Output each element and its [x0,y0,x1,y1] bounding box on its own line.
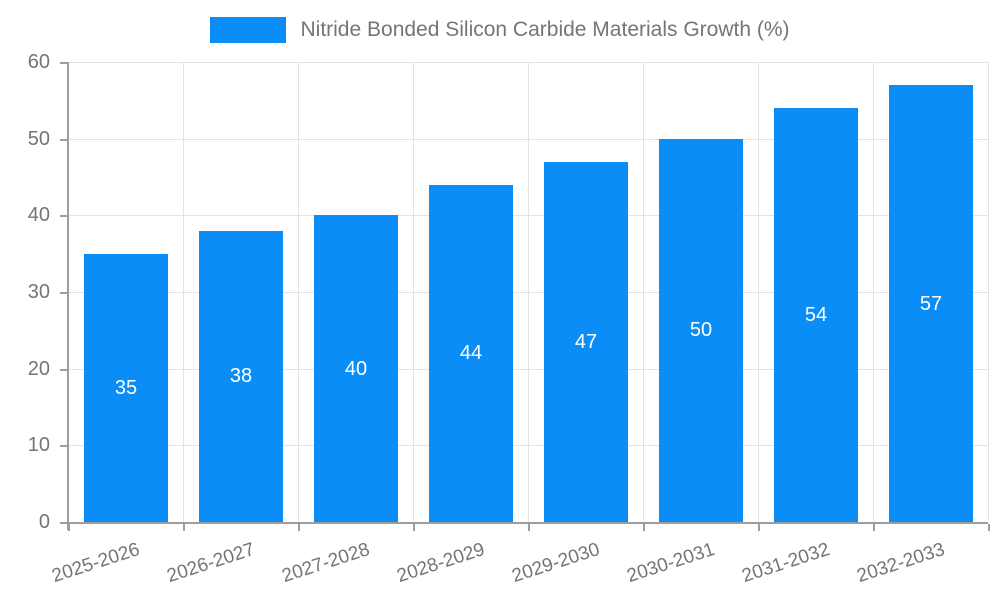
x-axis-tick [298,524,300,531]
gridline-vertical [988,62,989,522]
x-axis-tick [68,524,70,531]
gridline-vertical [183,62,184,522]
x-tick-label: 2031-2032 [739,539,833,588]
bar [199,231,283,522]
x-tick-label: 2027-2028 [279,539,373,588]
y-tick-label: 10 [27,434,50,456]
bar-value-label: 35 [114,377,138,399]
y-tick-label: 60 [27,51,50,73]
x-axis-tick [183,524,185,531]
y-tick-label: 40 [27,204,50,226]
x-axis-tick [873,524,875,531]
x-tick-label: 2029-2030 [509,539,603,588]
x-axis-tick [758,524,760,531]
y-axis-tick [60,292,68,294]
y-tick-label: 20 [27,358,50,380]
bar [889,85,973,522]
bar [659,139,743,522]
y-axis-tick [60,445,68,447]
y-axis-line [67,62,69,530]
x-axis-line [60,522,988,524]
y-axis-tick [60,215,68,217]
bar [314,215,398,522]
y-tick-label: 30 [27,281,50,303]
bar-value-label: 44 [459,342,483,364]
bar-value-label: 57 [919,293,943,315]
x-axis-tick [988,524,990,531]
gridline-vertical [528,62,529,522]
x-tick-label: 2028-2029 [394,539,488,588]
x-axis-tick [528,524,530,531]
x-tick-label: 2032-2033 [854,539,948,588]
legend-label: Nitride Bonded Silicon Carbide Materials… [300,18,790,41]
legend[interactable]: Nitride Bonded Silicon Carbide Materials… [0,17,1000,43]
bar [429,185,513,522]
y-tick-label: 0 [38,511,50,533]
y-axis-tick [60,369,68,371]
bar-value-label: 40 [344,358,368,380]
bar [84,254,168,522]
y-axis-tick [60,62,68,64]
x-tick-label: 2025-2026 [49,539,143,588]
x-axis-tick [413,524,415,531]
gridline-vertical [758,62,759,522]
bar-value-label: 54 [804,304,828,326]
gridline-vertical [643,62,644,522]
gridline-vertical [873,62,874,522]
gridline-vertical [298,62,299,522]
bar-value-label: 38 [229,365,253,387]
y-axis-tick [60,139,68,141]
bar-value-label: 50 [689,319,713,341]
bar-value-label: 47 [574,331,598,353]
gridline-vertical [413,62,414,522]
x-tick-label: 2026-2027 [164,539,258,588]
bar [544,162,628,522]
x-tick-label: 2030-2031 [624,539,718,588]
bar [774,108,858,522]
y-tick-label: 50 [27,128,50,150]
legend-swatch [210,17,287,43]
x-axis-tick [643,524,645,531]
